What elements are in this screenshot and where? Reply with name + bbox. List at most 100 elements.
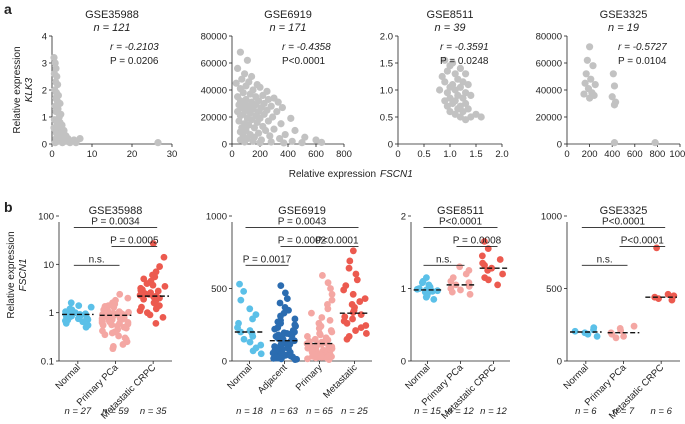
x-tick-label: 800 — [336, 149, 352, 160]
scatter-point — [270, 125, 278, 133]
data-dot — [143, 280, 151, 287]
y-tick-label: 2 — [42, 86, 47, 97]
scatter-point — [291, 126, 299, 135]
sample-size: n = 121 — [93, 22, 130, 34]
y-tick-label: 2 — [401, 212, 406, 223]
scatter-point — [446, 62, 454, 70]
significance-label: P = 0.0034 — [91, 217, 140, 228]
significance-label: n.s. — [597, 254, 613, 265]
data-dot — [75, 302, 83, 310]
data-dot — [240, 335, 248, 343]
group-n: n = 15 — [414, 406, 441, 417]
chart-title: GSE6919 — [264, 9, 312, 21]
y-tick-label: 0 — [222, 140, 227, 151]
scatter-point — [234, 64, 242, 72]
x-tick-label: 800 — [649, 149, 665, 160]
data-dot — [655, 295, 662, 303]
group-n: n = 6 — [575, 406, 597, 417]
significance-label: n.s. — [436, 254, 452, 265]
data-dot — [304, 344, 312, 352]
scatter-point — [451, 70, 459, 78]
data-dot — [345, 264, 353, 272]
data-dot — [361, 295, 369, 303]
data-dot — [362, 330, 370, 337]
data-dot — [349, 309, 357, 316]
data-dot — [328, 328, 336, 336]
group-n: n = 12 — [480, 406, 507, 417]
data-dot — [499, 270, 506, 278]
x-tick-label: 30 — [167, 149, 178, 160]
data-dot — [571, 327, 579, 335]
y-tick-label: 1 — [49, 308, 54, 319]
data-dot — [316, 331, 324, 339]
data-dot — [146, 311, 154, 319]
sample-size: n = 39 — [435, 22, 466, 34]
scatter-point — [253, 118, 261, 126]
scatter-point — [582, 70, 590, 78]
group-label: Normal — [54, 362, 83, 391]
scatter-point — [232, 79, 240, 87]
data-dot — [318, 314, 326, 321]
axes — [564, 35, 681, 147]
scatter-point — [586, 94, 594, 102]
scatter-point — [586, 43, 594, 51]
scatter-point — [318, 138, 326, 146]
data-dot — [496, 256, 504, 263]
scatter-point — [154, 139, 162, 147]
group-label: Primary — [294, 362, 325, 393]
y-tick-label: 3 — [42, 59, 47, 70]
scatter-point — [246, 109, 254, 117]
scatter-point — [54, 81, 62, 89]
group-n: n = 35 — [140, 406, 167, 417]
chart-title: GSE3325 — [600, 9, 648, 21]
scatter-point — [235, 117, 243, 125]
data-dot — [612, 334, 620, 342]
row-b-ylabel-line2: FSCN1 — [18, 259, 29, 292]
data-dot — [593, 332, 601, 340]
data-dot — [291, 315, 299, 323]
correlation-p: P<0.0001 — [282, 56, 326, 67]
y-tick-label: 0.5 — [380, 113, 393, 124]
data-dot — [67, 299, 75, 307]
group-n: n = 65 — [306, 406, 333, 417]
data-dot — [291, 356, 299, 363]
scatter-point — [249, 137, 257, 145]
data-dot — [277, 355, 285, 363]
data-dot — [281, 289, 289, 297]
x-tick-label: 10 — [87, 149, 98, 160]
row-a-xlabel-line2: FSCN1 — [380, 169, 413, 180]
data-dot — [324, 279, 332, 287]
data-dot — [62, 319, 70, 327]
data-dot — [149, 240, 157, 247]
dot-strip-chart-2: GSE6919 0 500 1000 Normal n = 18 Adjacent n = 6… — [206, 205, 372, 417]
data-dot — [152, 319, 160, 327]
scatter-point — [238, 75, 246, 83]
scatter-point — [248, 72, 256, 81]
data-dot — [356, 298, 364, 305]
data-dot — [283, 295, 291, 303]
sample-size: n = 171 — [269, 22, 306, 34]
data-dot — [664, 290, 672, 298]
group-label: Normal — [225, 362, 254, 391]
scatter-point — [52, 64, 60, 72]
significance-label: P = 0.0043 — [278, 217, 327, 228]
y-tick-label: 0.1 — [41, 357, 54, 368]
chart-title: GSE35988 — [85, 9, 139, 21]
scatter-point — [462, 116, 470, 124]
data-dot — [447, 277, 455, 285]
group-n: n = 63 — [271, 406, 298, 417]
scatter-point — [242, 82, 250, 90]
data-dot — [119, 341, 127, 348]
correlation-p: P = 0.0104 — [618, 56, 667, 67]
chart-title: GSE35988 — [89, 205, 143, 217]
group-label: Metastatic — [321, 362, 360, 401]
x-tick-label: 400 — [280, 149, 296, 160]
scatter-point — [441, 97, 449, 105]
data-dot — [108, 329, 116, 337]
data-dot — [430, 295, 438, 303]
scatter-point — [236, 48, 244, 56]
scatter-point — [52, 129, 61, 137]
data-dot — [108, 321, 116, 329]
data-dot — [87, 303, 95, 311]
